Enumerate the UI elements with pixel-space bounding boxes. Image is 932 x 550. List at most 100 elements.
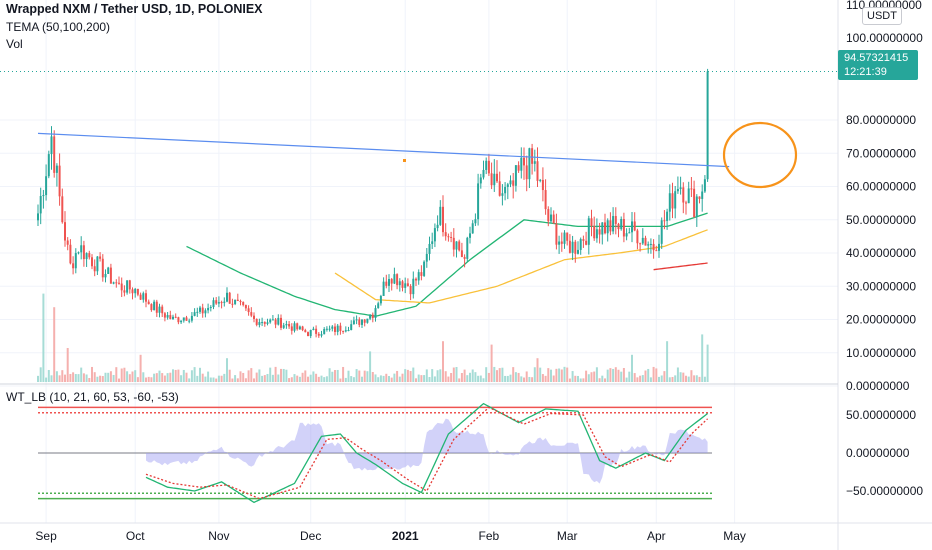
- volume-bar: [460, 373, 463, 382]
- candle-body: [172, 316, 174, 319]
- candle-body: [652, 243, 655, 251]
- candle-body: [663, 220, 666, 222]
- candle-body: [544, 190, 547, 210]
- volume-bar: [533, 367, 536, 382]
- candle-body: [417, 272, 420, 281]
- vol-legend[interactable]: Vol: [6, 37, 23, 51]
- volume-bar: [342, 366, 345, 382]
- candle-body: [334, 326, 336, 332]
- volume-bar: [382, 375, 385, 382]
- candle-body: [512, 180, 515, 186]
- volume-bar: [355, 369, 358, 382]
- candle-body: [331, 326, 334, 329]
- candle-body: [247, 308, 250, 313]
- candle-body: [209, 307, 212, 309]
- currency-unit-button[interactable]: USDT: [862, 7, 902, 25]
- volume-bar: [558, 368, 561, 382]
- marker-dot: [403, 159, 406, 162]
- volume-bar: [612, 368, 615, 382]
- candle-body: [66, 240, 69, 245]
- candle-body: [563, 232, 566, 244]
- volume-bar: [439, 369, 442, 382]
- candle-body: [685, 202, 687, 204]
- candle-body: [558, 241, 561, 245]
- tema-200-line: [653, 262, 708, 271]
- volume-bar: [53, 307, 56, 382]
- candle-body: [671, 193, 674, 209]
- candle-body: [390, 279, 393, 284]
- wt-difference-area: [146, 418, 708, 484]
- volume-bar: [320, 375, 323, 382]
- volume-bar: [344, 377, 347, 382]
- wt-legend[interactable]: WT_LB (10, 21, 60, 53, -60, -53): [6, 390, 179, 404]
- volume-bar: [209, 377, 212, 382]
- candle-body: [99, 256, 102, 259]
- candle-body: [74, 253, 77, 269]
- volume-bar: [649, 377, 652, 382]
- volume-bar: [242, 372, 245, 382]
- volume-bar: [406, 369, 409, 382]
- candle-body: [477, 183, 480, 220]
- candle-body: [582, 239, 585, 241]
- candle-body: [315, 328, 318, 334]
- candle-body: [93, 266, 96, 272]
- volume-bar: [153, 373, 156, 382]
- candle-body: [598, 229, 601, 235]
- candle-body: [91, 257, 93, 267]
- volume-bar: [433, 376, 436, 382]
- volume-bar: [134, 370, 137, 382]
- candle-body: [385, 281, 388, 286]
- volume-bar: [101, 376, 104, 382]
- volume-bar: [647, 368, 650, 382]
- candle-body: [201, 307, 204, 314]
- volume-bar: [72, 372, 75, 382]
- candle-body: [371, 314, 374, 318]
- volume-bar: [136, 377, 139, 382]
- time-tick-label: Nov: [208, 529, 229, 543]
- volume-bar: [307, 376, 309, 382]
- candle-body: [693, 188, 696, 217]
- candle-body: [347, 330, 350, 332]
- volume-bar: [107, 372, 110, 382]
- candle-body: [188, 320, 191, 322]
- volume-bar: [282, 368, 285, 382]
- candle-body: [396, 274, 399, 286]
- candle-body: [631, 221, 633, 233]
- candle-body: [541, 179, 544, 191]
- volume-bar: [336, 369, 339, 382]
- volume-bar: [679, 372, 682, 382]
- volume-bar: [698, 376, 701, 382]
- volume-bar: [482, 378, 485, 382]
- volume-bar: [99, 375, 102, 382]
- volume-bar: [614, 367, 617, 382]
- volume-bar: [601, 375, 604, 382]
- candle-body: [574, 241, 577, 254]
- volume-bar: [593, 371, 596, 382]
- candle-body: [250, 312, 253, 316]
- time-tick-label: Mar: [557, 529, 578, 543]
- volume-bar: [104, 372, 107, 382]
- volume-bar: [66, 348, 69, 382]
- candle-body: [539, 179, 542, 181]
- volume-bar: [493, 366, 496, 382]
- candle-body: [628, 232, 631, 234]
- candle-body: [552, 214, 555, 224]
- candle-body: [204, 310, 207, 314]
- wt1-line: [145, 402, 708, 504]
- candle-body: [163, 313, 166, 318]
- annotations: [0, 71, 838, 189]
- candle-body: [463, 256, 466, 259]
- candle-body: [517, 165, 520, 171]
- volume-bar: [436, 370, 439, 382]
- candle-body: [398, 281, 401, 286]
- volume-bar: [585, 370, 588, 382]
- volume-bar: [331, 371, 334, 382]
- candle-body: [177, 317, 180, 323]
- candle-body: [487, 160, 490, 174]
- candle-body: [412, 278, 415, 295]
- candle-body: [698, 196, 701, 199]
- candle-body: [452, 237, 455, 250]
- candle-body: [298, 326, 301, 330]
- tema-legend[interactable]: TEMA (50,100,200): [6, 20, 111, 34]
